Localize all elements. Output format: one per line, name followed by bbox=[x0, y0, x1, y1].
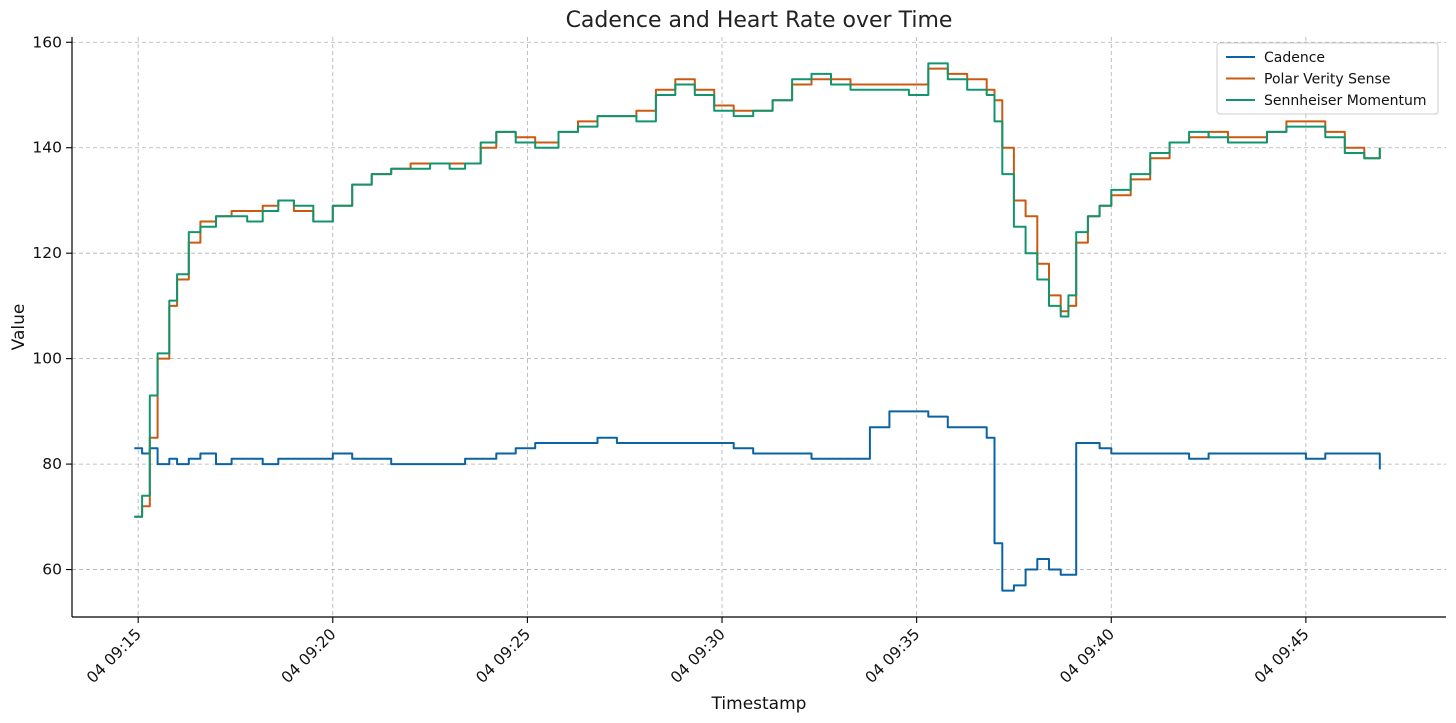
legend: Cadence Polar Verity Sense Sennheiser Mome… bbox=[1216, 42, 1439, 115]
y-tick-label: 160 bbox=[32, 33, 62, 51]
y-tick-label: 80 bbox=[42, 455, 62, 473]
chart-title: Cadence and Heart Rate over Time bbox=[566, 8, 953, 33]
y-axis-label: Value bbox=[9, 304, 29, 351]
legend-box bbox=[1216, 42, 1439, 115]
x-tick-label: 04 09:45 bbox=[1251, 625, 1313, 687]
y-tick-label: 100 bbox=[32, 350, 62, 368]
tick-labels: 60 80 100 120 140 160 04 09:15 04 09:20 04 09:25… bbox=[32, 33, 1312, 687]
legend-entry: Sennheiser Momentum bbox=[1264, 93, 1427, 109]
x-tick-label: 04 09:20 bbox=[278, 625, 340, 687]
y-tick-label: 140 bbox=[32, 139, 62, 157]
grid bbox=[72, 37, 1446, 617]
x-tick-label: 04 09:40 bbox=[1056, 625, 1118, 687]
legend-entry: Polar Verity Sense bbox=[1264, 72, 1390, 88]
y-tick-label: 60 bbox=[42, 561, 62, 579]
series-line-sennheiser-momentum bbox=[134, 62, 1381, 518]
series-line-polar-verity-sense bbox=[134, 67, 1381, 518]
x-tick-label: 04 09:25 bbox=[472, 625, 534, 687]
x-tick-label: 04 09:30 bbox=[667, 625, 729, 687]
x-axis-label: Timestamp bbox=[711, 694, 807, 714]
series-lines bbox=[134, 62, 1381, 592]
x-tick-label: 04 09:35 bbox=[862, 625, 924, 687]
y-tick-label: 120 bbox=[32, 244, 62, 262]
legend-entry: Cadence bbox=[1264, 50, 1325, 66]
x-tick-label: 04 09:15 bbox=[83, 625, 145, 687]
series-line-cadence bbox=[134, 410, 1381, 592]
axes bbox=[66, 37, 1446, 623]
